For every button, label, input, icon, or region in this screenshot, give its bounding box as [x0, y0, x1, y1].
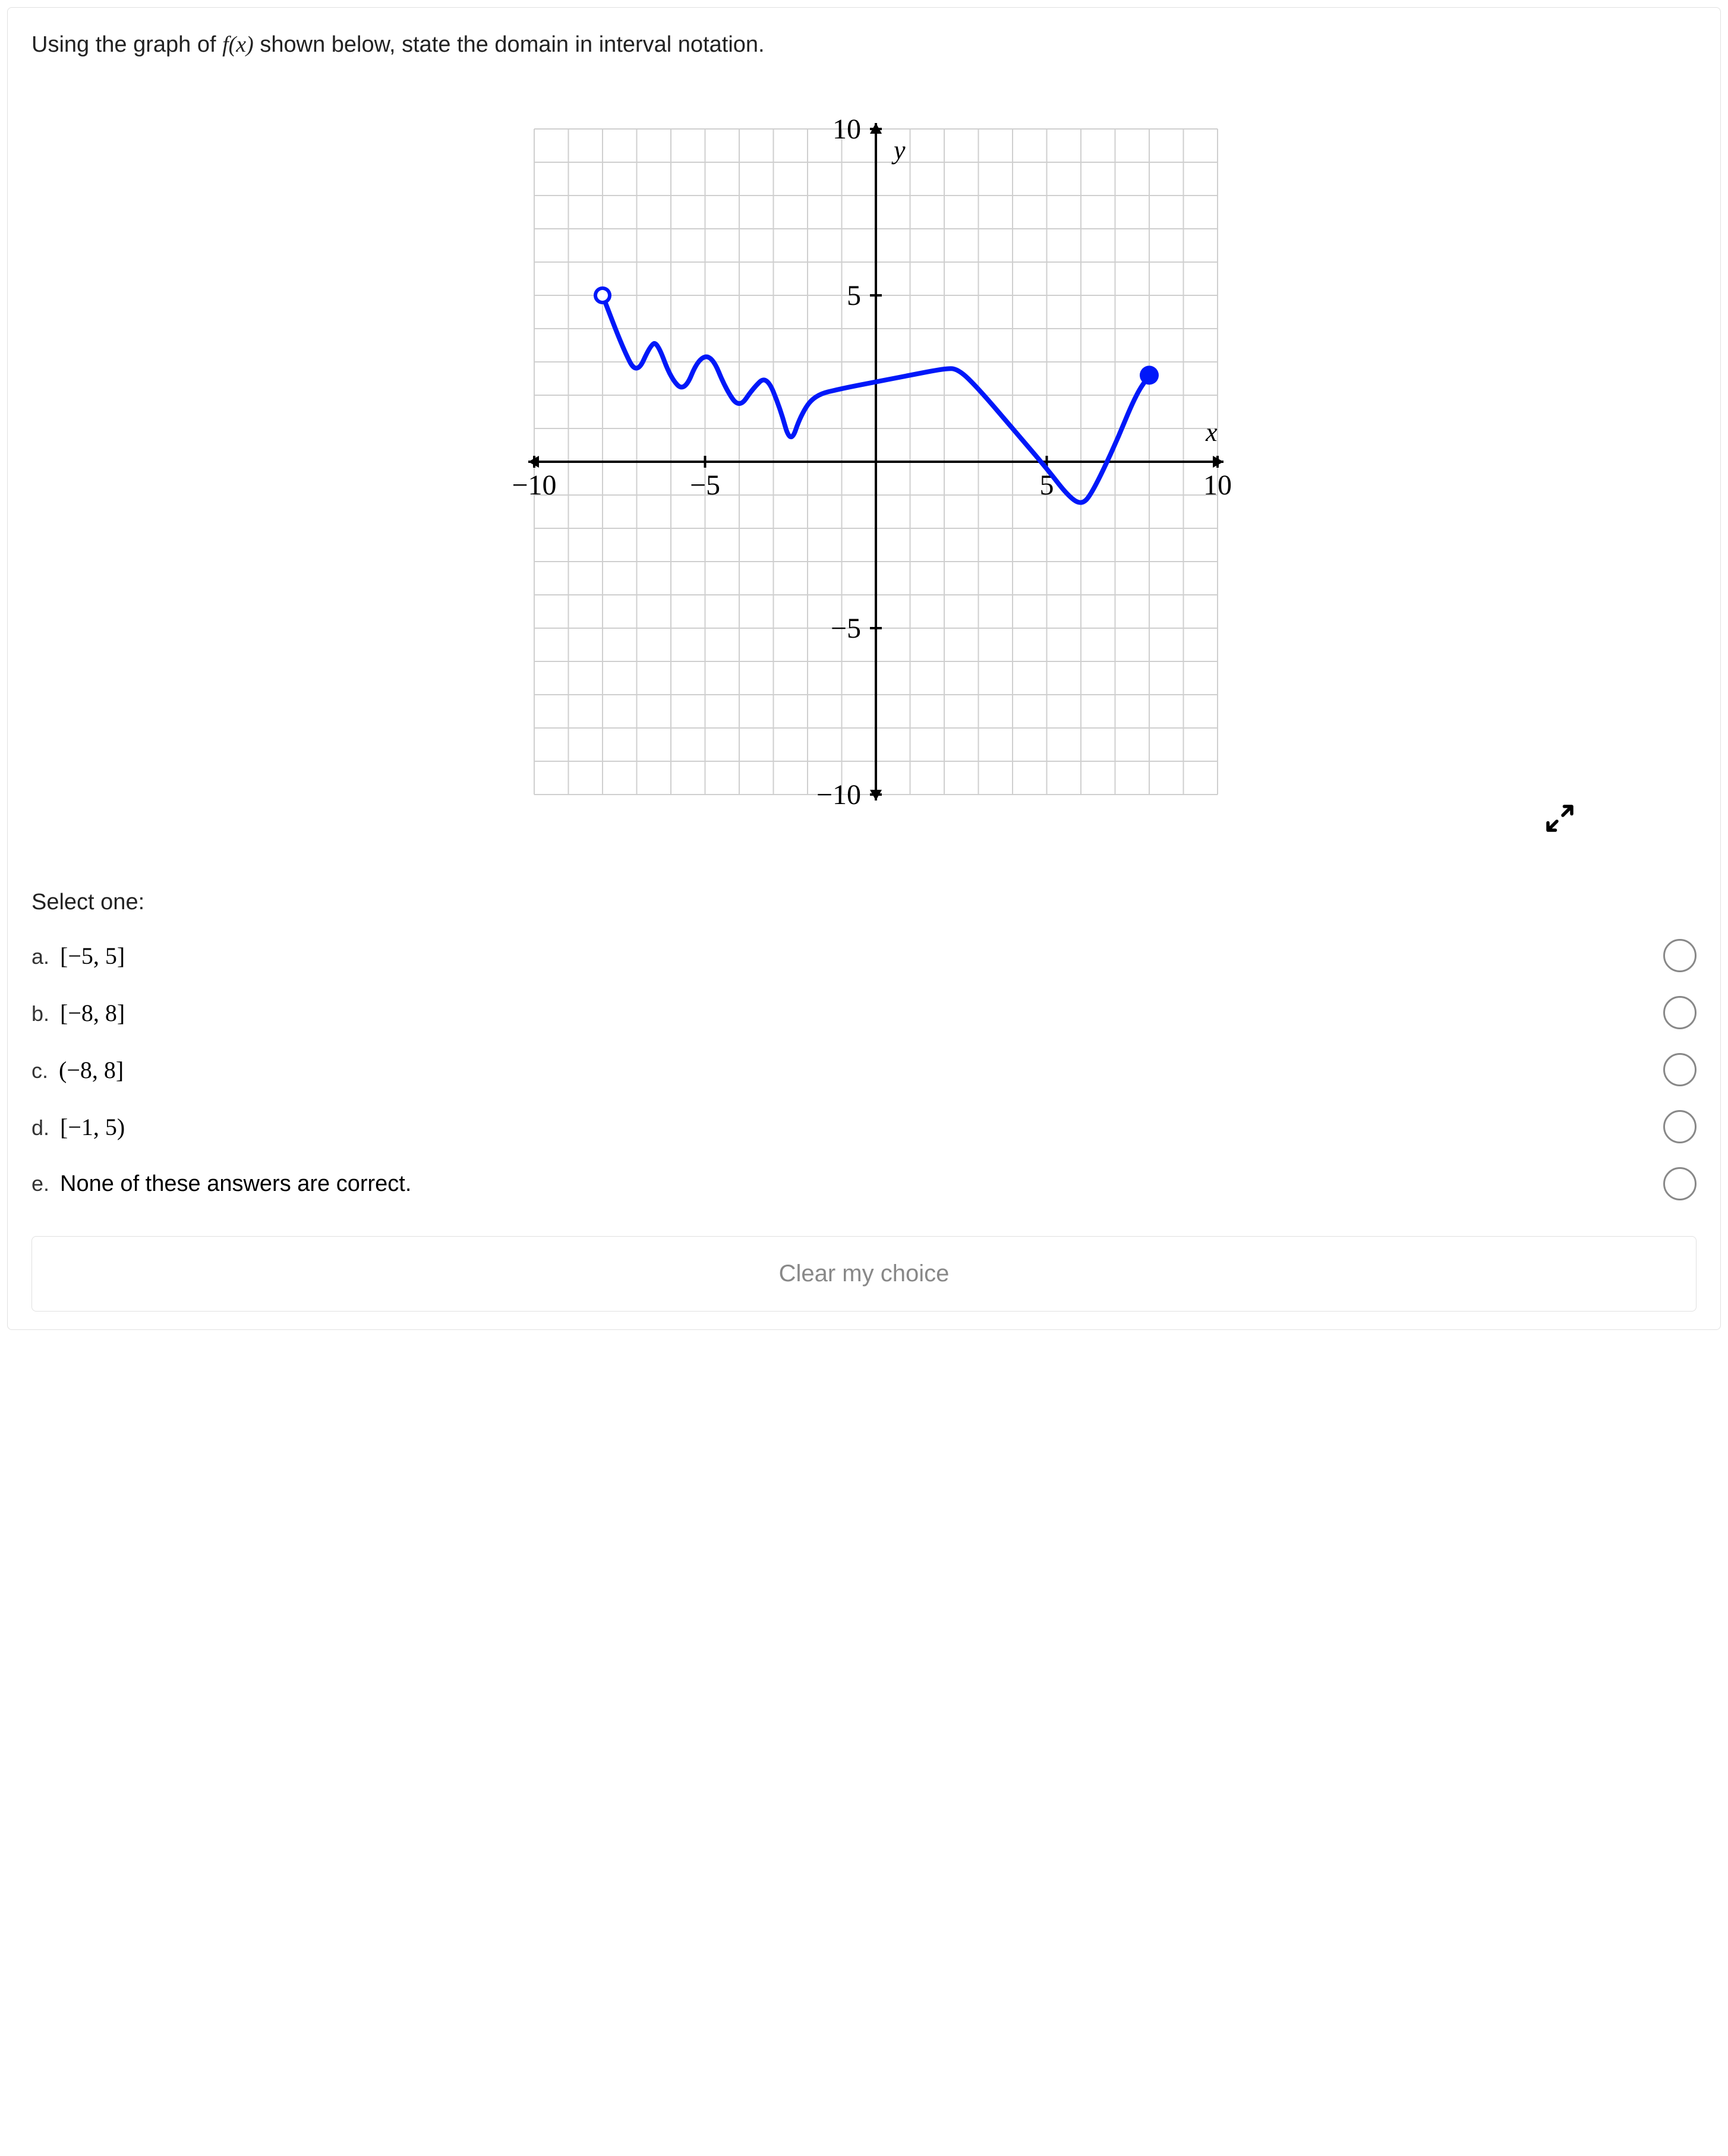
choice-row[interactable]: c. (−8, 8]	[31, 1053, 1697, 1086]
choice-letter: a.	[31, 944, 49, 969]
select-one-label: Select one:	[31, 890, 1697, 915]
choice-text: (−8, 8]	[59, 1056, 124, 1084]
choice-left: e. None of these answers are correct.	[31, 1171, 411, 1197]
choice-letter: c.	[31, 1058, 48, 1083]
choice-row[interactable]: e. None of these answers are correct.	[31, 1167, 1697, 1200]
choices-list: a. [−5, 5] b. [−8, 8] c. (−8, 8] d. [−1, 5) e. No…	[31, 939, 1697, 1200]
choice-text: None of these answers are correct.	[60, 1171, 411, 1197]
svg-text:y: y	[891, 135, 906, 165]
clear-choice-link[interactable]: Clear my choice	[779, 1260, 950, 1287]
choice-radio[interactable]	[1663, 1053, 1697, 1086]
question-fx: f(x)	[222, 32, 254, 57]
choice-letter: e.	[31, 1171, 49, 1196]
choice-row[interactable]: b. [−8, 8]	[31, 996, 1697, 1029]
choice-row[interactable]: d. [−1, 5)	[31, 1110, 1697, 1143]
choice-letter: b.	[31, 1001, 49, 1026]
choice-radio[interactable]	[1663, 996, 1697, 1029]
svg-text:x: x	[1205, 418, 1218, 447]
choice-text: [−5, 5]	[60, 942, 125, 970]
svg-text:−10: −10	[816, 779, 861, 811]
question-suffix: shown below, state the domain in interva…	[260, 32, 764, 57]
question-prefix: Using the graph of	[31, 32, 222, 57]
svg-text:−10: −10	[512, 469, 556, 501]
choice-left: b. [−8, 8]	[31, 999, 125, 1027]
choice-left: c. (−8, 8]	[31, 1056, 124, 1084]
svg-text:−5: −5	[690, 469, 720, 501]
svg-text:5: 5	[847, 280, 861, 311]
graph-container: −10−5510−10−5510xy	[31, 81, 1697, 854]
graph-svg: −10−5510−10−5510xy	[463, 81, 1265, 854]
choice-radio[interactable]	[1663, 939, 1697, 972]
expand-icon[interactable]	[1542, 800, 1578, 836]
choice-letter: d.	[31, 1115, 49, 1140]
svg-text:−5: −5	[831, 613, 861, 644]
choice-radio[interactable]	[1663, 1110, 1697, 1143]
choice-row[interactable]: a. [−5, 5]	[31, 939, 1697, 972]
choice-radio[interactable]	[1663, 1167, 1697, 1200]
choice-left: a. [−5, 5]	[31, 942, 125, 970]
choice-text: [−8, 8]	[60, 999, 125, 1027]
clear-choice-row: Clear my choice	[31, 1236, 1697, 1312]
choice-left: d. [−1, 5)	[31, 1113, 125, 1141]
question-card: Using the graph of f(x) shown below, sta…	[7, 7, 1721, 1330]
choice-text: [−1, 5)	[60, 1113, 125, 1141]
svg-text:10: 10	[833, 114, 861, 145]
svg-text:10: 10	[1203, 469, 1232, 501]
question-text: Using the graph of f(x) shown below, sta…	[31, 31, 1697, 58]
